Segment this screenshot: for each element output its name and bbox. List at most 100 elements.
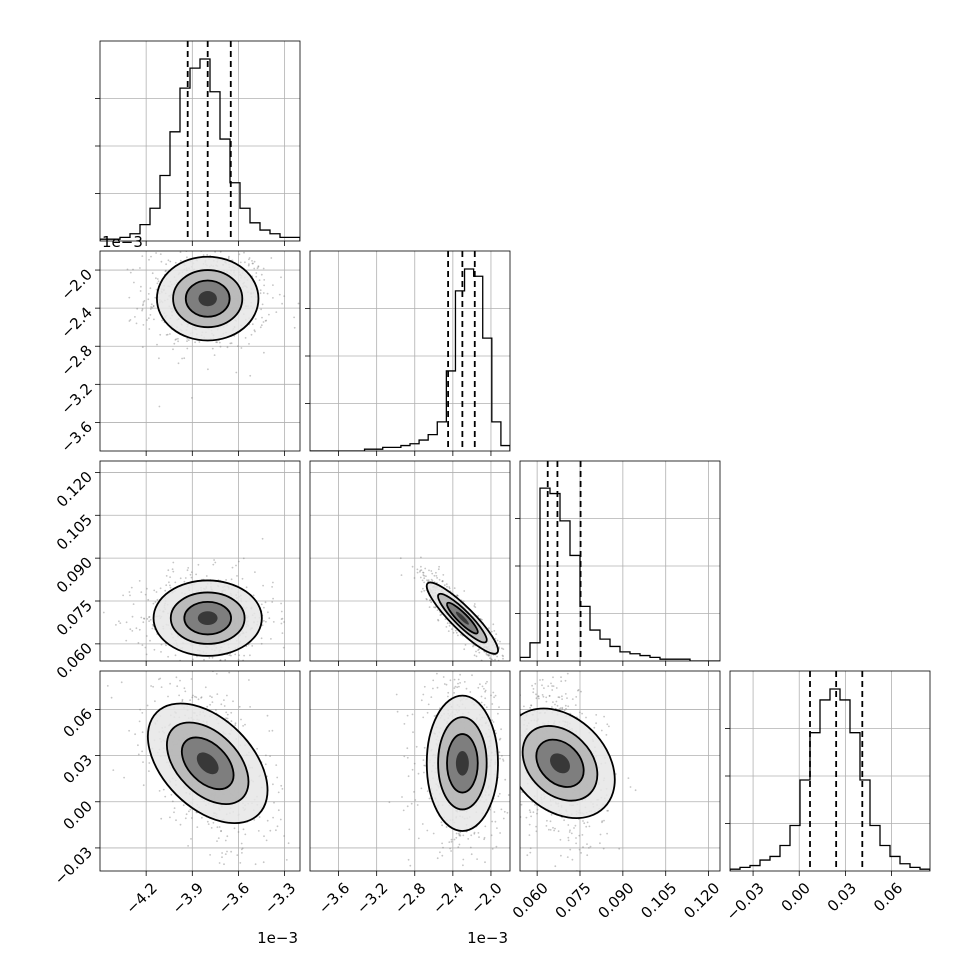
scatter-point [485, 653, 488, 656]
scatter-point [439, 851, 441, 854]
scatter-point [543, 687, 545, 689]
scatter-point [169, 586, 172, 589]
scatter-point [463, 590, 466, 592]
scatter-point [433, 574, 436, 577]
scatter-point [279, 818, 282, 821]
scatter-point [150, 255, 152, 258]
scatter-point [203, 233, 205, 235]
scatter-point [237, 560, 240, 563]
scatter-point [417, 837, 420, 840]
scatter-point [401, 796, 403, 798]
scatter-point [512, 765, 514, 767]
scatter-point [172, 348, 174, 351]
scatter-point [122, 594, 124, 597]
scatter-point [272, 284, 274, 286]
scatter-point [498, 751, 501, 754]
scatter-point [245, 586, 248, 589]
scatter-point [599, 842, 601, 845]
scatter-point [436, 577, 438, 579]
y-tick-label: 0.090 [53, 553, 96, 596]
scatter-point [412, 731, 414, 734]
scatter-point [578, 711, 581, 714]
scatter-point [125, 621, 128, 624]
scatter-point [191, 696, 194, 699]
scatter-point [176, 685, 179, 688]
scatter-point [515, 702, 517, 704]
x-tick-label: 0.06 [870, 879, 906, 915]
scatter-point [149, 639, 151, 642]
scatter-point [422, 574, 425, 576]
scatter-point [555, 700, 558, 703]
scatter-point [414, 799, 417, 801]
scatter-point [550, 813, 553, 816]
scatter-point [140, 285, 142, 288]
scatter-point [498, 671, 500, 673]
scatter-point [503, 723, 505, 725]
scatter-point [564, 693, 567, 695]
scatter-point [171, 568, 174, 571]
scatter-point [552, 701, 554, 703]
scatter-point [477, 615, 480, 617]
scatter-point [183, 357, 186, 360]
contour-line [446, 601, 479, 635]
scatter-point [521, 678, 523, 680]
scatter-point [263, 284, 265, 287]
scatter-point [448, 624, 451, 627]
scatter-point [226, 346, 229, 349]
y-tick-label: 0.060 [53, 639, 96, 682]
scatter-point [207, 368, 209, 371]
scatter-point [208, 666, 210, 668]
scatter-point [504, 778, 507, 781]
histogram-panel-2 [310, 251, 510, 451]
scatter-point [502, 648, 505, 650]
scatter-point [187, 339, 190, 341]
scatter-point [402, 809, 405, 812]
contour-line [156, 255, 260, 342]
scatter-point [198, 341, 201, 343]
scatter-point [231, 566, 234, 569]
scatter-point [128, 320, 131, 322]
scatter-point [272, 621, 275, 623]
scatter-point [603, 819, 605, 822]
scatter-point [435, 571, 437, 574]
scatter-point [248, 258, 250, 261]
scatter-point [266, 819, 269, 822]
scatter-point [275, 311, 278, 313]
scatter-point [281, 617, 284, 620]
scatter-point [504, 665, 506, 667]
scatter-point [244, 833, 247, 836]
scatter-point [254, 571, 256, 573]
scatter-point [554, 865, 557, 868]
scatter-point [423, 581, 425, 584]
scatter-point [552, 685, 555, 687]
scatter-point [230, 711, 233, 714]
scatter-point [606, 809, 609, 812]
scatter-point [202, 254, 205, 256]
scatter-point [464, 644, 467, 646]
scatter-point [511, 765, 513, 767]
scatter-point [565, 707, 567, 710]
scatter-point [484, 825, 487, 828]
scatter-point [517, 809, 519, 811]
scatter-point [488, 654, 491, 656]
scatter-point [145, 653, 148, 656]
scatter-point [413, 762, 416, 765]
scatter-point [497, 795, 500, 798]
scatter-point [152, 305, 155, 307]
scatter-point [209, 703, 212, 706]
scatter-point [422, 587, 424, 590]
scatter-point [208, 657, 211, 659]
scatter-point [271, 729, 274, 732]
scatter-point [436, 609, 439, 611]
scatter-point [186, 347, 189, 350]
scatter-point [403, 755, 406, 758]
scatter-point [197, 563, 200, 566]
scatter-point [455, 836, 458, 839]
scatter-point [203, 658, 205, 661]
scatter-point [177, 340, 180, 343]
scatter-point [499, 832, 501, 834]
scatter-point [605, 734, 608, 736]
scatter-point [265, 319, 268, 322]
scatter-point [558, 666, 560, 668]
scatter-point [212, 563, 215, 566]
